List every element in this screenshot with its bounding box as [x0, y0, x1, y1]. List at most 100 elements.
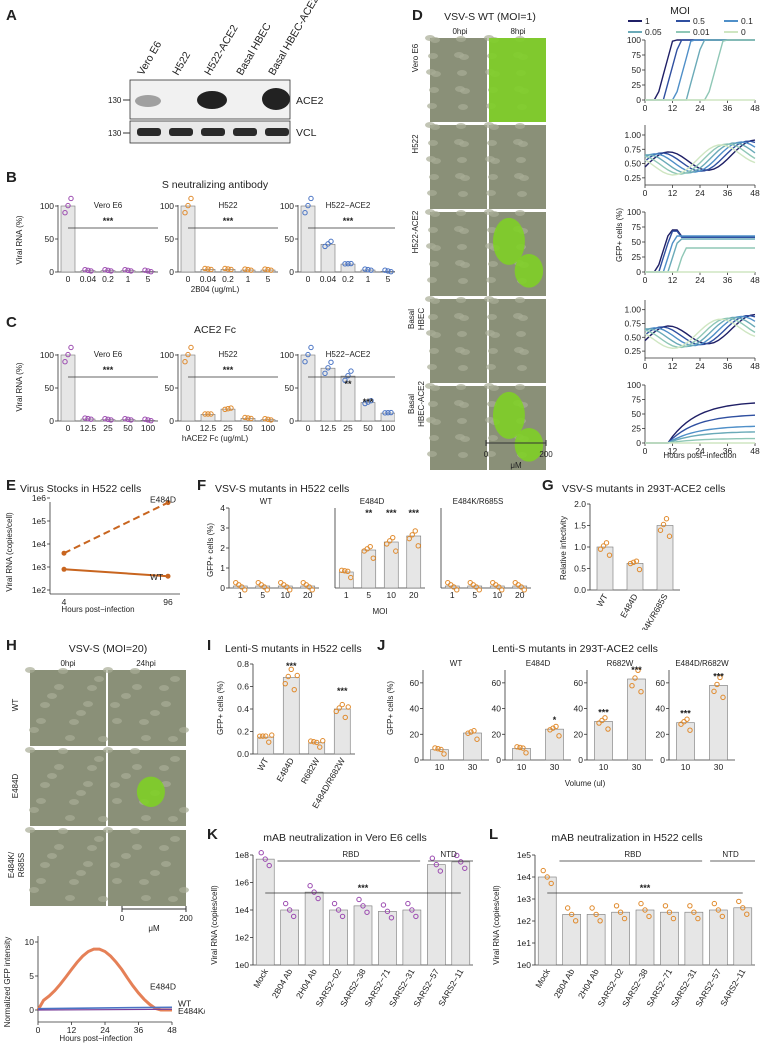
x-tick-label: 24: [695, 361, 705, 371]
data-point: [409, 907, 415, 913]
y-tick-label: 60: [656, 678, 666, 688]
y-tick-label: 100: [160, 201, 174, 211]
x-tick-label: 25: [223, 423, 233, 433]
x-tick-label: 48: [750, 446, 760, 456]
subplot: H522−ACE2 0 50 100 0 0.04 0.2 1 5: [280, 195, 395, 284]
data-point: [308, 195, 314, 202]
cell-shape: [69, 879, 79, 885]
data-point: [61, 550, 67, 556]
y-tick-label: 0.8: [237, 659, 249, 669]
data-point: [365, 266, 371, 273]
moi-curve: [645, 247, 755, 273]
y-tick-label: 25: [632, 252, 642, 262]
bar: [257, 736, 275, 755]
y-tick-label: 5: [29, 971, 34, 981]
data-point: [165, 573, 171, 579]
gfp-signal: [514, 253, 544, 288]
cell-shape: [428, 314, 438, 320]
y-tick-label: 0: [496, 755, 501, 765]
data-point: [720, 694, 726, 701]
cell-shape: [36, 718, 46, 724]
data-point: [684, 716, 690, 722]
moi-curve: [644, 144, 756, 176]
cell-shape: [65, 815, 75, 821]
cell-shape: [47, 773, 57, 779]
x-tick-label: 48: [750, 188, 760, 198]
cell-shape: [29, 727, 39, 733]
data-point: [388, 409, 394, 416]
cell-shape: [459, 141, 469, 147]
cell-shape: [141, 895, 151, 901]
panel-a: A Vero E6 H522 H522-ACE2 Basal HBEC Basa…: [6, 0, 324, 144]
series-line: [63, 568, 169, 578]
x-tick-label: 2H04 Ab: [294, 967, 319, 1000]
bar: [635, 909, 655, 966]
ntd-label: NTD: [722, 850, 739, 859]
cell-shape: [25, 747, 35, 753]
data-point: [302, 210, 308, 216]
subplot-title: H522: [218, 201, 238, 210]
data-point: [290, 913, 297, 920]
data-point: [287, 587, 293, 593]
legend-label: 0.1: [741, 16, 753, 26]
cell-shape: [103, 747, 113, 753]
col-label-24hpi: 24hpi: [136, 659, 156, 668]
data-point: [317, 744, 323, 750]
data-point: [384, 541, 390, 547]
data-point: [245, 415, 251, 421]
data-point: [264, 587, 270, 593]
cell-shape: [170, 676, 180, 682]
scale-label: 0: [120, 914, 125, 923]
data-point: [128, 268, 134, 274]
cell-shape: [427, 190, 437, 196]
significance-star: *: [553, 715, 557, 725]
bar: [463, 732, 482, 761]
data-point: [335, 907, 342, 913]
data-point: [125, 416, 131, 422]
data-point: [148, 417, 154, 424]
data-point: [242, 266, 248, 272]
panel-d-xlabel: Hours post−infection: [663, 451, 736, 460]
data-point: [518, 584, 524, 590]
x-tick-label: 0.04: [80, 274, 97, 284]
y-tick-label: 60: [574, 678, 584, 688]
x-tick-label: 24: [695, 103, 705, 113]
bar: [340, 375, 356, 422]
y-tick-label: 0.25: [624, 173, 641, 183]
data-point: [142, 267, 148, 273]
data-point: [606, 552, 613, 558]
x-tick-label: 20: [409, 590, 419, 600]
data-point: [370, 555, 376, 561]
y-tick-label: 50: [632, 409, 642, 419]
x-tick-label: 96: [163, 597, 173, 607]
bar: [329, 909, 348, 966]
cell-shape: [486, 364, 496, 370]
data-point: [205, 266, 211, 272]
data-point: [85, 267, 91, 273]
x-tick-label: 0: [186, 423, 191, 433]
y-tick-label: 1e4: [235, 905, 249, 915]
cell-shape: [460, 175, 470, 181]
cell-shape: [121, 853, 131, 859]
data-point: [165, 500, 171, 506]
data-point: [266, 739, 272, 745]
moi-curve: [645, 39, 755, 101]
data-point: [413, 913, 419, 920]
y-tick-label: 1: [220, 563, 225, 573]
cell-shape: [54, 684, 64, 690]
data-point: [108, 268, 114, 274]
lane-label: Vero E6: [135, 39, 164, 77]
y-tick-label: 2.0: [574, 499, 586, 509]
cell-shape: [179, 807, 189, 813]
data-point: [662, 903, 669, 909]
data-point: [185, 202, 191, 209]
western-lane-labels: Vero E6 H522 H522-ACE2 Basal HBEC Basal …: [135, 0, 321, 78]
data-point: [339, 913, 346, 920]
cell-shape: [427, 103, 437, 109]
data-point: [185, 351, 191, 358]
data-point: [687, 903, 693, 909]
cell-shape: [460, 88, 470, 94]
significance-star: **: [365, 508, 373, 518]
curve-subplot: 0 25 50 75 100 0 12 24 36 48: [627, 35, 760, 113]
data-point: [714, 681, 720, 688]
